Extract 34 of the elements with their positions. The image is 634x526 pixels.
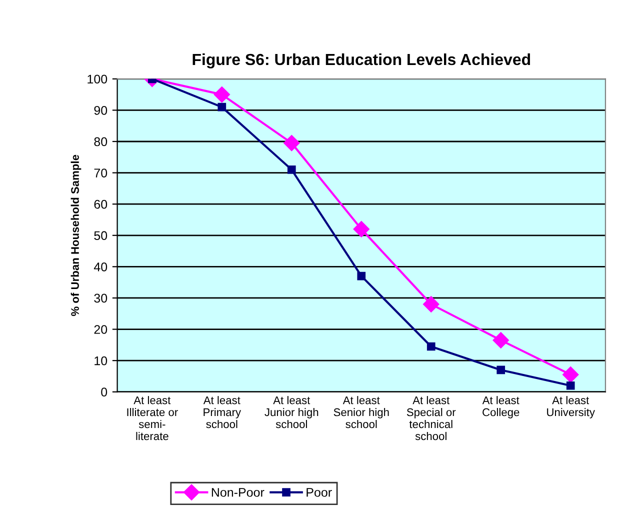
y-tick-label: 40 <box>94 262 108 272</box>
y-tick-label: 90 <box>94 106 108 115</box>
y-tick-label: 10 <box>94 356 108 366</box>
x-tick-label: At least College <box>482 396 520 418</box>
x-tick-label: At least University <box>547 396 595 418</box>
y-tick-label: 60 <box>94 200 108 209</box>
y-tick-label: 80 <box>94 137 108 146</box>
y-tick-label: 50 <box>94 231 108 240</box>
point <box>496 366 506 374</box>
point <box>426 342 436 351</box>
point <box>353 221 370 238</box>
point <box>562 366 579 383</box>
y-tick-label: 0 <box>101 388 108 397</box>
x-tick-label: At least Junior high school <box>264 396 318 428</box>
point <box>218 102 226 112</box>
point <box>357 272 366 280</box>
point <box>284 135 300 152</box>
point <box>423 296 440 312</box>
x-tick-label: At least Primary school <box>203 396 242 428</box>
y-tick-label: 30 <box>94 294 108 303</box>
x-tick-label: At least Senior high school <box>334 396 389 428</box>
legend-label: Non-Poor <box>212 488 264 497</box>
y-tick-label: 100 <box>88 74 108 84</box>
x-tick-label: At least Special or technical school <box>406 396 456 440</box>
point <box>214 86 230 103</box>
point <box>566 381 575 390</box>
y-axis-title: % of Urban Household Sample <box>70 154 82 316</box>
legend-label: Poor <box>306 488 332 497</box>
point <box>287 165 296 174</box>
point <box>492 332 509 348</box>
y-tick-label: 70 <box>94 168 108 178</box>
y-tick-label: 20 <box>94 325 108 334</box>
chart-title: Figure S6: Urban Education Levels Achieved <box>192 53 530 68</box>
x-tick-label: At least Illiterate or semi- literate <box>127 396 178 440</box>
